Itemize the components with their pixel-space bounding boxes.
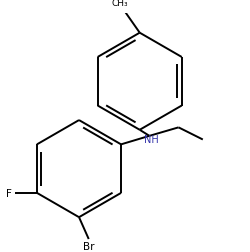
Text: CH₃: CH₃ — [112, 0, 128, 8]
Text: F: F — [6, 188, 12, 198]
Text: Br: Br — [83, 241, 94, 251]
Text: NH: NH — [144, 134, 158, 144]
